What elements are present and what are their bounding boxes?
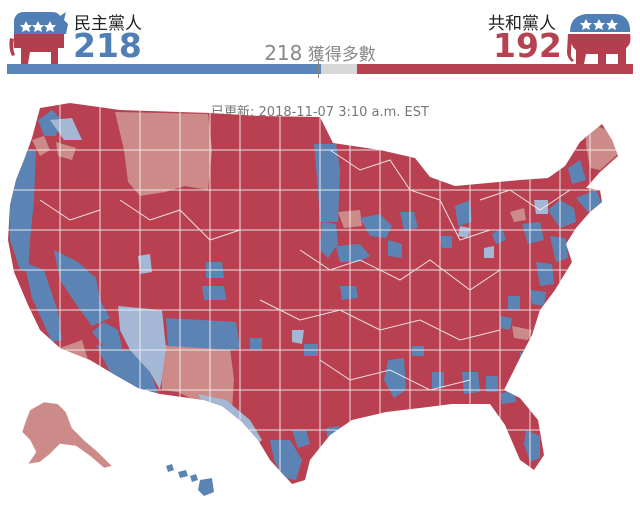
seat-progress-bar	[7, 60, 633, 78]
republicans-label: 共和黨人	[488, 14, 556, 34]
alaska-state[interactable]	[21, 401, 113, 469]
majority-number: 218	[264, 41, 303, 65]
majority-indicator: 218 獲得多數	[0, 40, 640, 65]
majority-text: 獲得多數	[307, 45, 376, 65]
majority-marker	[318, 60, 319, 78]
democrats-label: 民主黨人	[74, 14, 142, 34]
democrats-seat-count: 218	[73, 26, 142, 65]
district-boundaries	[8, 103, 618, 484]
rep-progress-fill	[356, 64, 633, 74]
elephant-icon	[567, 14, 631, 64]
hawaii-state[interactable]	[166, 464, 214, 496]
dem-progress-fill	[7, 64, 321, 74]
donkey-icon	[9, 12, 68, 64]
republicans-seat-count: 192	[493, 26, 562, 65]
